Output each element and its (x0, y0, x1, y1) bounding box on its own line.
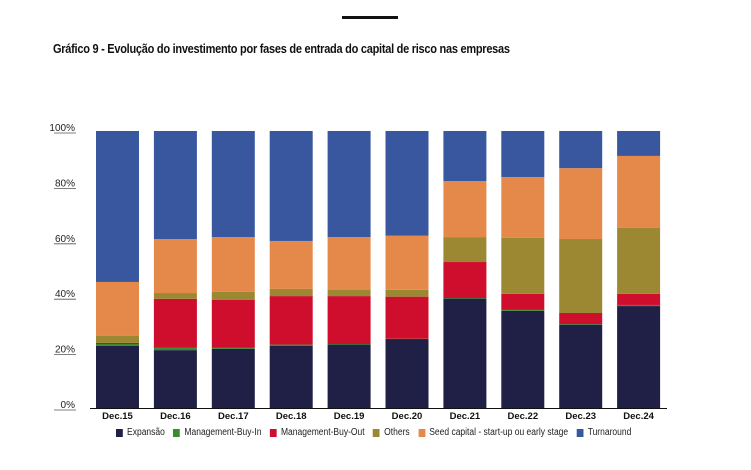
legend-item: Seed capital - start-up ou early stage (418, 427, 568, 438)
y-tick-label: 0% (61, 400, 76, 411)
legend-label: Seed capital - start-up ou early stage (429, 427, 569, 438)
y-tick-label: 100% (49, 123, 75, 134)
bar-segment-turnaround (96, 131, 139, 282)
legend-swatch (116, 428, 123, 437)
bar-segment-expans-o (153, 350, 197, 408)
bar-segment-turnaround (153, 131, 197, 240)
legend-item: Management-Buy-Out (269, 427, 365, 438)
bar-segment-expans-o (385, 339, 429, 408)
bar-segment-turnaround (269, 131, 313, 241)
x-tick-label: Dec.23 (565, 411, 596, 422)
bar-segment-management-buy-out (501, 293, 545, 310)
legend: Expansão Management-Buy-In Management-Buy-… (116, 427, 631, 438)
bar-segment-management-buy-out (443, 262, 487, 299)
bar-segment-turnaround (617, 131, 661, 156)
x-tick-label: Dec.21 (450, 411, 481, 422)
legend-swatch (373, 428, 380, 437)
legend-label: Management-Buy-Out (280, 427, 365, 438)
bar-segment-management-buy-out (211, 299, 255, 348)
legend-label: Management-Buy-In (184, 427, 262, 438)
y-tick-label: 40% (55, 289, 75, 300)
bar-segment-management-buy-in (443, 298, 487, 299)
legend-item: Turnaround (576, 427, 632, 438)
x-tick-label: Dec.15 (102, 411, 133, 422)
legend-label: Turnaround (587, 427, 632, 438)
bar-segment-expans-o (96, 345, 139, 408)
bar-segment-seed-capital-start-up-ou-early-stage (617, 155, 661, 228)
bar-segment-seed-capital-start-up-ou-early-stage (443, 181, 487, 238)
bar-segment-seed-capital-start-up-ou-early-stage (385, 235, 429, 290)
bar-segment-others (443, 237, 487, 263)
bar-segment-others (617, 227, 661, 294)
y-tick-label: 60% (55, 234, 75, 245)
x-tick-label: Dec.18 (276, 411, 307, 422)
bar-segment-expans-o (269, 345, 313, 408)
bar-segment-others (327, 289, 371, 297)
bar-segment-seed-capital-start-up-ou-early-stage (211, 237, 255, 292)
bar-segment-turnaround (501, 131, 545, 177)
bar-segment-expans-o (501, 310, 545, 408)
legend-item: Others (373, 427, 410, 438)
bar-segment-expans-o (443, 298, 487, 408)
bar-segment-expans-o (327, 344, 371, 408)
legend-item: Management-Buy-In (173, 427, 261, 438)
header-rule (342, 16, 398, 19)
y-tick-label: 80% (55, 178, 75, 189)
y-tick-label: 20% (55, 345, 75, 356)
bar-segment-others (211, 291, 255, 300)
legend-label: Expansão (127, 427, 165, 438)
bar-segment-expans-o (559, 324, 603, 408)
bar-segment-seed-capital-start-up-ou-early-stage (96, 281, 139, 336)
bar-segment-seed-capital-start-up-ou-early-stage (327, 237, 371, 290)
legend-label: Others (384, 427, 410, 438)
bar-segment-turnaround (211, 131, 255, 238)
chart-title: Gráfico 9 - Evolução do investimento por… (53, 42, 510, 56)
bar-segment-management-buy-out (269, 296, 313, 345)
bar-segment-expans-o (617, 306, 661, 408)
bar-segment-management-buy-in (96, 344, 139, 346)
bar-segment-management-buy-in (617, 304, 661, 307)
bar-segment-management-buy-out (96, 342, 139, 345)
x-tick-label: Dec.19 (334, 411, 365, 422)
bar-segment-seed-capital-start-up-ou-early-stage (153, 239, 197, 294)
bar-segment-seed-capital-start-up-ou-early-stage (501, 176, 545, 238)
x-tick-label: Dec.17 (218, 411, 249, 422)
legend-item: Expansão (116, 427, 165, 438)
bar-segment-management-buy-in (501, 309, 545, 311)
bar-segment-management-buy-out (385, 296, 429, 339)
bar-segment-seed-capital-start-up-ou-early-stage (269, 240, 313, 289)
bar-segment-others (501, 237, 545, 294)
bar-segment-management-buy-in (269, 344, 313, 346)
bar-segment-management-buy-out (617, 293, 661, 305)
x-tick-label: Dec.16 (160, 411, 191, 422)
bar-segment-others (96, 335, 139, 343)
legend-swatch (173, 428, 181, 437)
bar-segment-turnaround (385, 131, 429, 236)
legend-swatch (269, 428, 277, 437)
bar-segment-others (385, 289, 429, 297)
legend-swatch (576, 428, 584, 437)
x-tick-label: Dec.24 (623, 411, 654, 422)
bar-segment-management-buy-out (327, 296, 371, 345)
bar-segment-management-buy-in (559, 324, 603, 325)
bar-segment-management-buy-in (211, 347, 255, 349)
bar-segment-management-buy-out (153, 298, 197, 348)
bar-segment-management-buy-out (559, 312, 603, 325)
bar-segment-others (269, 288, 313, 297)
bar-segment-turnaround (327, 131, 371, 238)
x-tick-label: Dec.22 (507, 411, 538, 422)
bar-segment-seed-capital-start-up-ou-early-stage (559, 168, 603, 240)
legend-swatch (418, 428, 425, 437)
bar-segment-others (153, 293, 197, 299)
x-tick-label: Dec.20 (392, 411, 423, 422)
bar-segment-others (559, 239, 603, 313)
bar-segment-turnaround (443, 131, 487, 182)
bar-segment-management-buy-in (327, 344, 371, 345)
bar-segment-expans-o (211, 348, 255, 408)
bar-segment-turnaround (559, 131, 603, 169)
bar-segment-management-buy-in (153, 347, 197, 351)
